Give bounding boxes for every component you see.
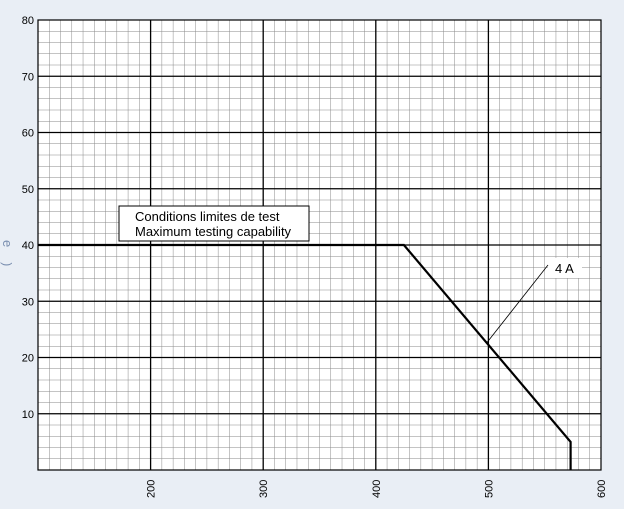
label-box [118,205,310,242]
side-fragment-e: e [0,240,12,247]
plot-border [37,19,602,471]
cut-off-axis-label-svg: e ) [0,240,15,266]
y-tick-label: 20 [22,353,34,365]
x-tick-label: 200 [146,480,158,498]
curve-label-pointer [486,264,549,344]
label-box-line: Maximum testing capability [135,224,292,239]
series-layer [38,243,572,470]
curve-label: 4 A [555,261,574,276]
y-tick-label: 10 [22,409,34,421]
y-tick-label: 40 [22,240,34,252]
cut-off-axis-label: e ) [0,226,15,276]
y-tick-label: 80 [22,15,34,27]
y-tick-label: 60 [22,128,34,140]
x-tick-label: 600 [596,480,608,498]
y-tick-label: 50 [22,184,34,196]
curve-label-bg [548,258,582,278]
x-tick-label: 400 [371,480,383,498]
y-tick-label: 30 [22,296,34,308]
side-fragment-paren: ) [0,262,12,266]
x-tick-label: 300 [258,480,270,498]
tick-labels: 10 20 30 40 50 60 70 80 200 300 400 500 600 [22,15,608,498]
y-tick-label: 70 [22,71,34,83]
label-box-line: Conditions limites de test [135,209,280,224]
x-tick-label: 500 [483,480,495,498]
series-line [38,243,572,470]
